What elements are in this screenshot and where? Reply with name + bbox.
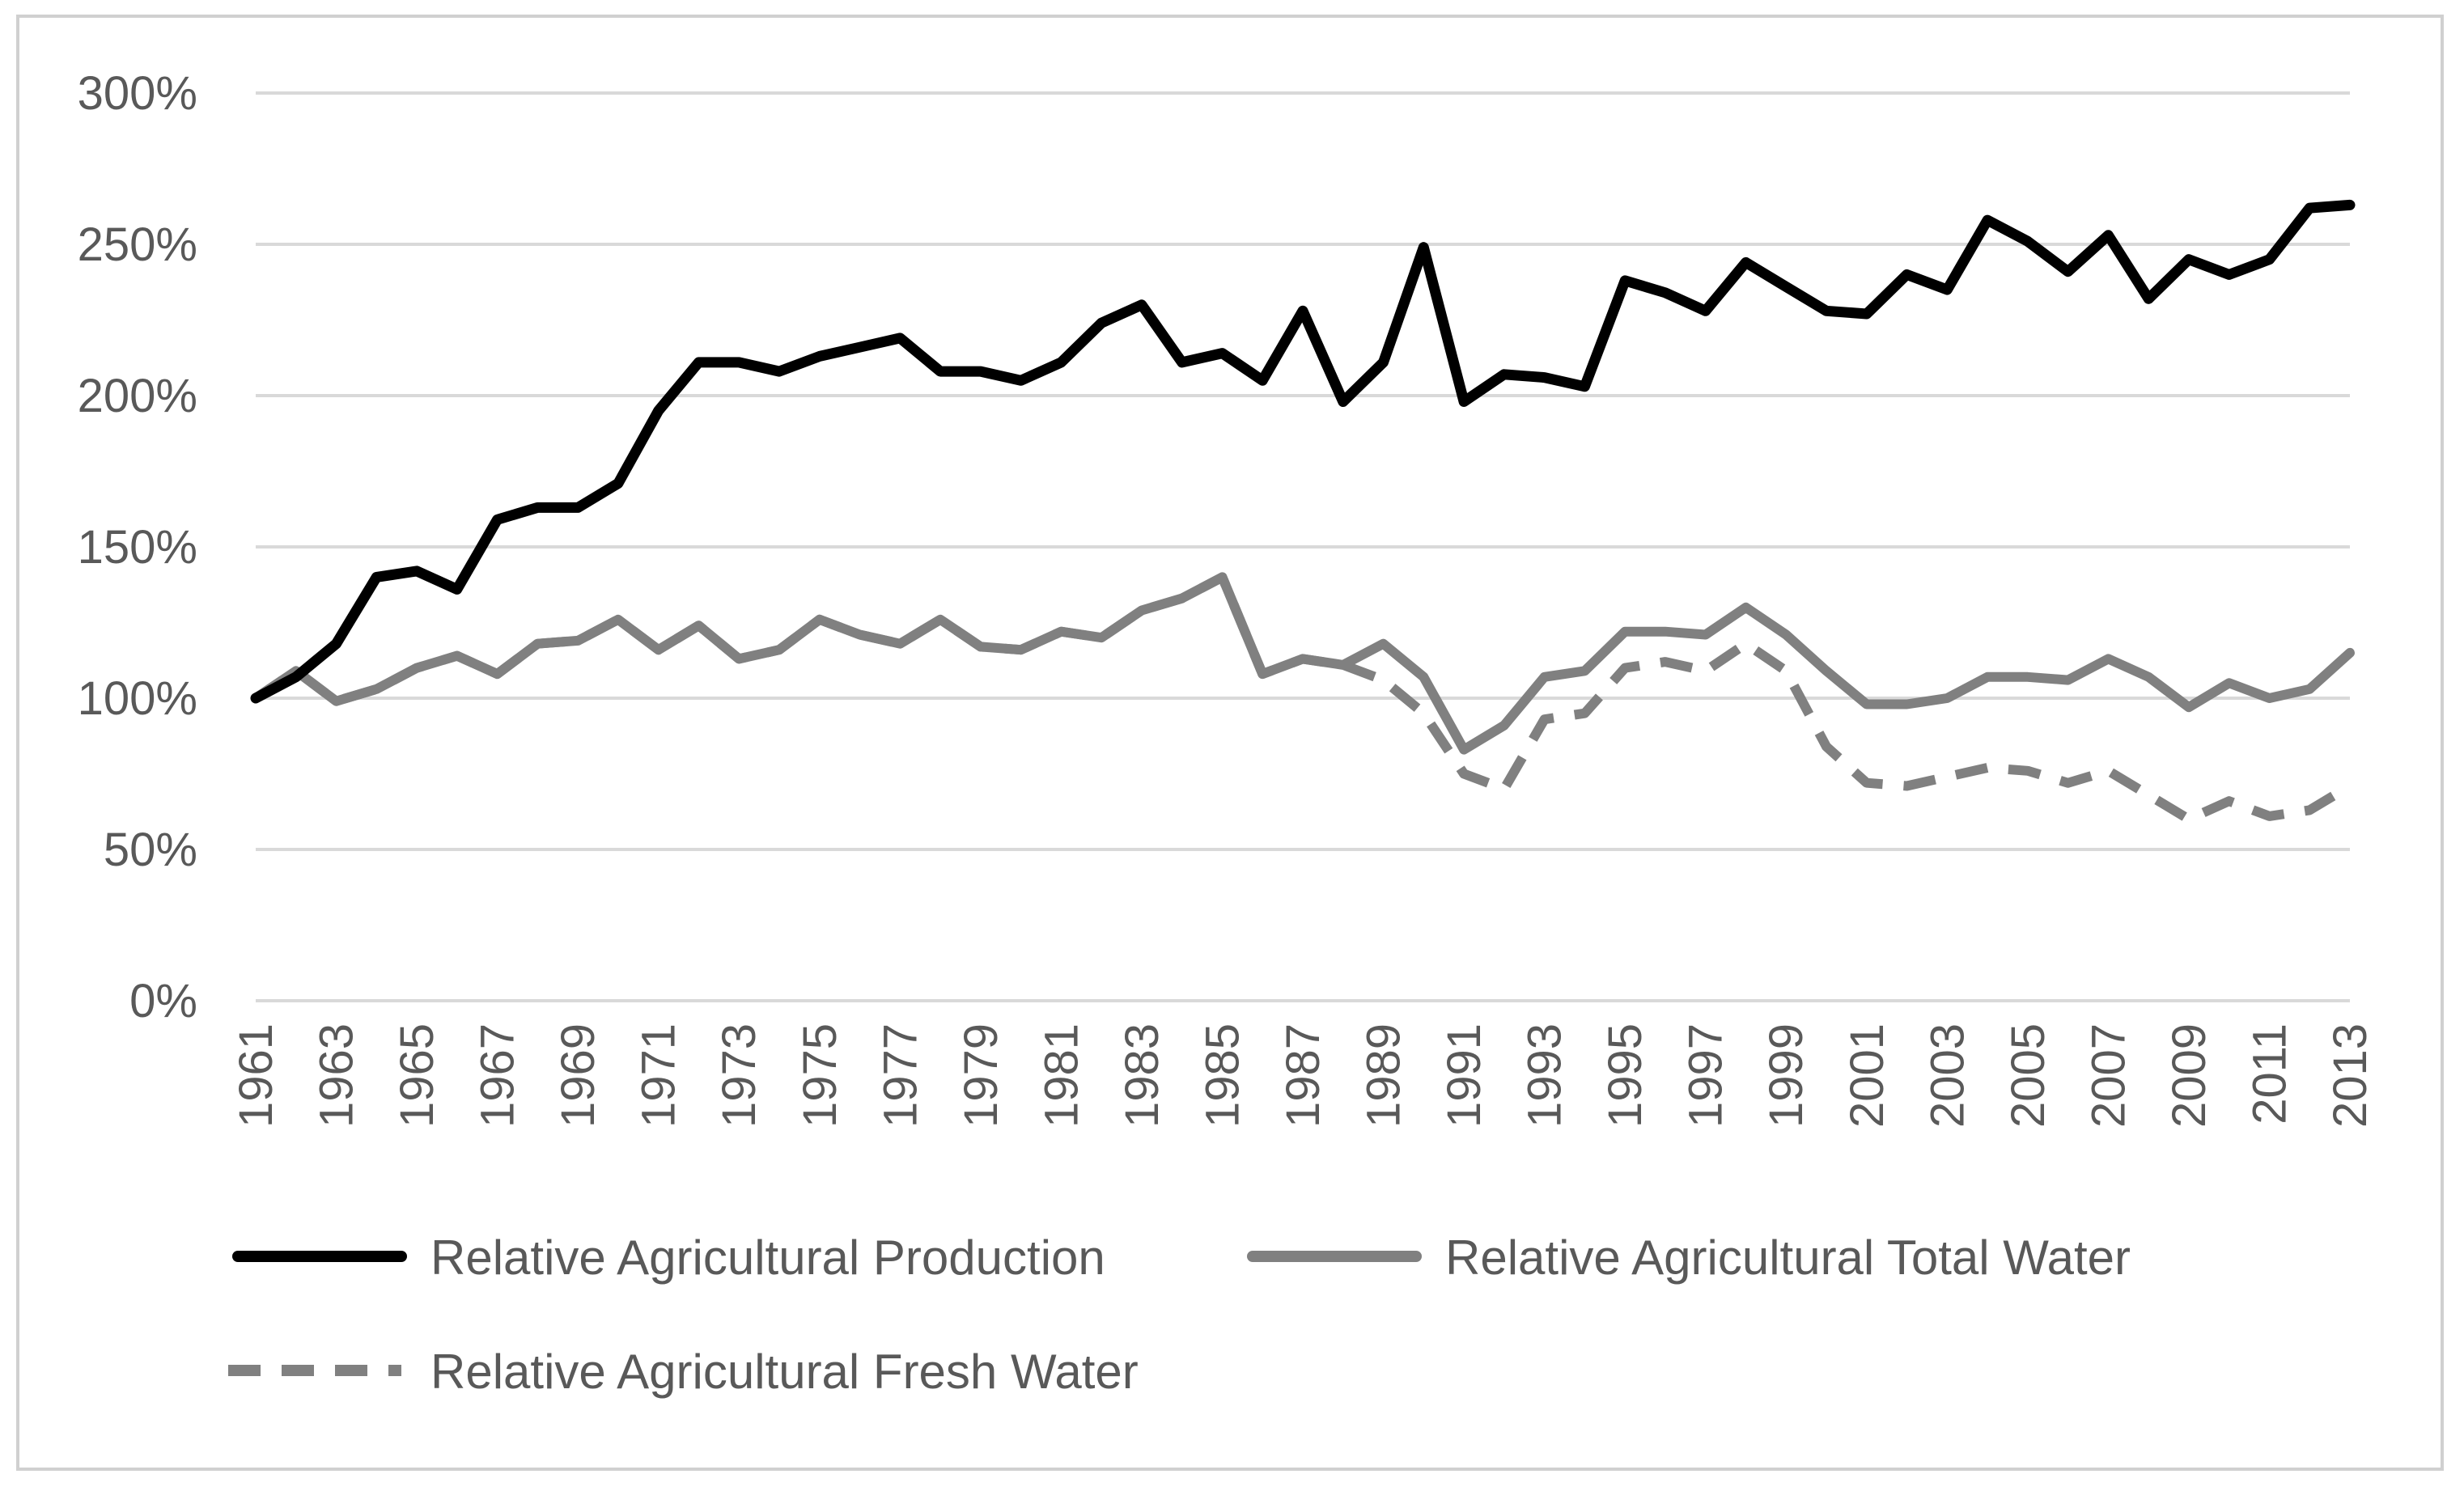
legend: Relative Agricultural Production Relative…	[228, 1230, 2131, 1399]
x-tick-label: 1969	[552, 1023, 604, 1128]
x-tick-label: 1977	[874, 1023, 927, 1128]
legend-label: Relative Agricultural Total Water	[1445, 1230, 2131, 1285]
x-tick-label: 1963	[311, 1023, 363, 1128]
x-tick-label: 2001	[1841, 1023, 1894, 1128]
x-tick-label: 1967	[472, 1023, 524, 1128]
y-tick-label: 250%	[78, 218, 197, 271]
x-tick-label: 1981	[1035, 1023, 1088, 1128]
x-tick-label: 1985	[1196, 1023, 1249, 1128]
x-tick-label: 1975	[794, 1023, 846, 1128]
x-tick-label: 2003	[1921, 1023, 1974, 1128]
chart-frame: 0% 50% 100% 150% 200% 250% 300% 1961 1963 1965 19…	[16, 15, 2444, 1471]
series-line-relative-agricultural-production	[250, 199, 2356, 704]
line-chart: 0%50%100%150%200%250%300% 1961 1963 1965 19…	[78, 67, 2377, 1399]
y-axis-ticks: 0% 50% 100% 150% 200% 250% 300%	[78, 67, 197, 1027]
x-tick-label: 1993	[1519, 1023, 1571, 1128]
x-tick-label: 1961	[230, 1023, 282, 1128]
x-tick-label: 1987	[1277, 1023, 1330, 1128]
series-lines	[250, 199, 2356, 824]
x-axis-ticks: 1961 1963 1965 1967 1969 1971 1973 1975 1977 1979…	[230, 1023, 2377, 1128]
x-tick-label: 2013	[2324, 1023, 2377, 1128]
y-tick-label: 150%	[78, 521, 197, 574]
x-tick-label: 2011	[2243, 1023, 2296, 1125]
x-tick-label: 1995	[1599, 1023, 1652, 1128]
x-tick-label: 1973	[713, 1023, 765, 1128]
x-tick-label: 1979	[955, 1023, 1007, 1128]
x-tick-label: 1991	[1438, 1023, 1491, 1128]
x-tick-label: 1971	[633, 1023, 685, 1128]
y-tick-label: 200%	[78, 370, 197, 422]
y-tick-label: 0%	[129, 975, 197, 1027]
x-tick-label: 1999	[1760, 1023, 1813, 1128]
x-tick-label: 1989	[1358, 1023, 1410, 1128]
x-tick-label: 2005	[2002, 1023, 2055, 1128]
x-tick-label: 1983	[1116, 1023, 1168, 1128]
y-tick-label: 50%	[104, 824, 197, 876]
x-tick-label: 1965	[391, 1023, 443, 1128]
gridlines	[256, 91, 2350, 1002]
y-tick-label: 100%	[78, 672, 197, 725]
legend-label: Relative Agricultural Fresh Water	[430, 1345, 1139, 1399]
x-tick-label: 1997	[1680, 1023, 1732, 1128]
series-line-relative-agricultural-total-water	[251, 572, 2355, 755]
legend-label: Relative Agricultural Production	[430, 1230, 1105, 1285]
x-tick-label: 2007	[2082, 1023, 2135, 1128]
y-tick-label: 300%	[78, 67, 197, 120]
x-tick-label: 2009	[2163, 1023, 2216, 1128]
